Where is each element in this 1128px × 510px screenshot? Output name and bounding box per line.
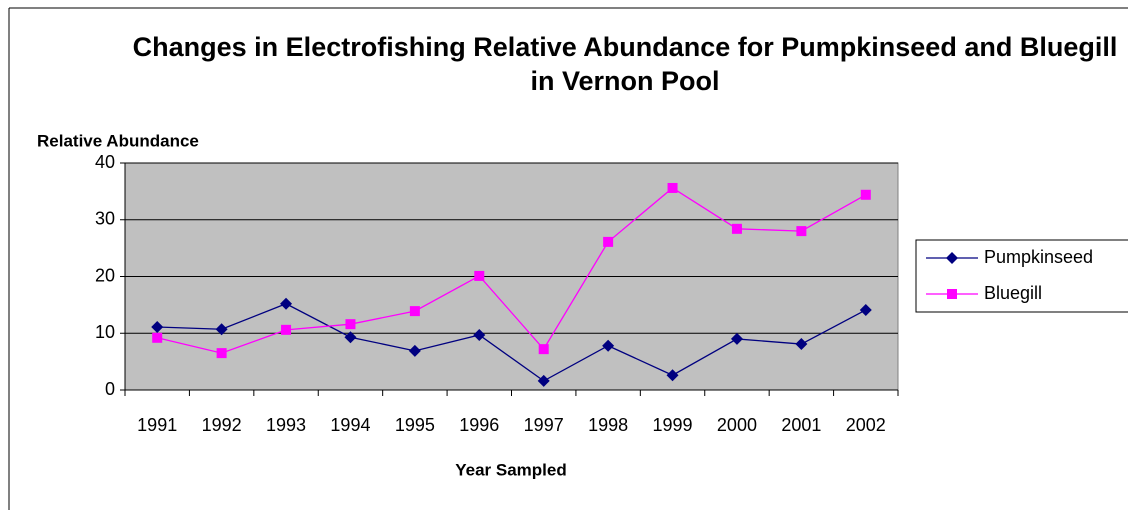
y-tick-label: 40	[95, 152, 115, 172]
data-point	[344, 331, 357, 344]
x-tick-label: 2002	[846, 415, 886, 435]
series-line	[157, 187, 867, 354]
data-point	[538, 344, 549, 355]
legend-marker	[946, 252, 958, 264]
x-tick-label: 1997	[524, 415, 564, 435]
x-axis-label: Year Sampled	[455, 460, 567, 479]
data-point	[602, 339, 615, 352]
data-point	[409, 306, 420, 317]
data-point	[281, 324, 292, 335]
legend-box	[915, 239, 1128, 313]
data-point	[666, 369, 679, 382]
y-tick-label: 0	[105, 379, 115, 399]
data-point	[473, 328, 486, 341]
y-tick-label: 10	[95, 322, 115, 342]
data-point	[345, 319, 356, 330]
x-tick-label: 1996	[459, 415, 499, 435]
data-point	[216, 348, 227, 359]
x-tick-label: 1999	[653, 415, 693, 435]
x-tick-label: 1993	[266, 415, 306, 435]
x-tick-label: 2001	[781, 415, 821, 435]
legend-label: Bluegill	[984, 283, 1042, 303]
legend-label: Pumpkinseed	[984, 247, 1093, 267]
y-tick-label: 20	[95, 265, 115, 285]
data-point	[731, 223, 742, 234]
y-axis-label: Relative Abundance	[37, 131, 199, 150]
x-tick-label: 1992	[202, 415, 242, 435]
y-tick-label: 30	[95, 209, 115, 229]
data-point	[152, 332, 163, 343]
data-point	[859, 303, 872, 316]
x-tick-label: 1991	[137, 415, 177, 435]
data-point	[151, 321, 164, 334]
data-point	[860, 189, 871, 200]
data-point	[537, 374, 550, 387]
series-line	[157, 303, 867, 382]
data-point	[667, 182, 678, 193]
data-point	[730, 332, 743, 345]
data-point	[215, 323, 228, 336]
data-point	[795, 338, 808, 351]
chart-title: Changes in Electrofishing Relative Abund…	[132, 32, 1118, 96]
data-point	[474, 270, 485, 281]
data-point	[280, 297, 293, 310]
data-point	[408, 344, 421, 357]
data-point	[603, 236, 614, 247]
x-tick-label: 1994	[330, 415, 370, 435]
legend-marker	[947, 289, 957, 299]
x-tick-label: 1998	[588, 415, 628, 435]
x-tick-label: 2000	[717, 415, 757, 435]
x-tick-label: 1995	[395, 415, 435, 435]
data-point	[796, 226, 807, 237]
